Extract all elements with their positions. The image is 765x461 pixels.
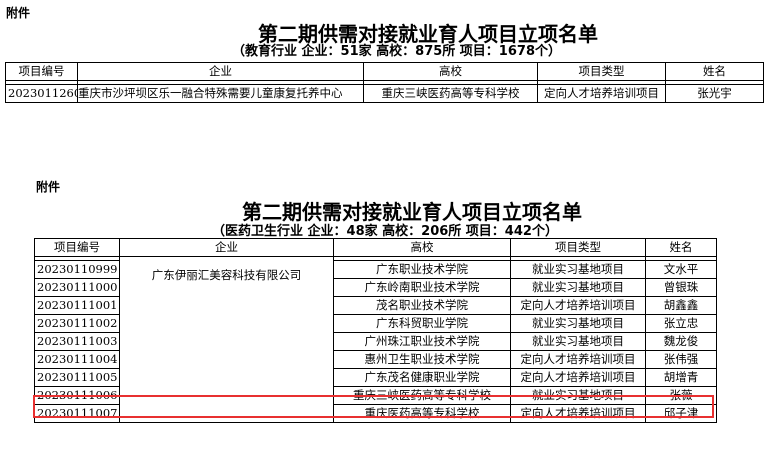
cell-name: 邱子津 xyxy=(645,404,717,423)
cell-type: 定向人才培养培训项目 xyxy=(510,350,646,369)
header-cell: 姓名 xyxy=(645,238,717,257)
table-row: 20230111000 广东岭南职业技术学院 就业实习基地项目 曾银珠 xyxy=(34,278,717,297)
table-row: 20230111006 重庆三峡医药高等专科学校 就业实习基地项目 张薇 xyxy=(34,386,717,405)
cell-id: 20230111003 xyxy=(34,332,120,351)
cell-type: 就业实习基地项目 xyxy=(510,332,646,351)
cell-type: 就业实习基地项目 xyxy=(510,314,646,333)
header-cell: 姓名 xyxy=(665,62,764,81)
cell-id: 20230112603 xyxy=(5,84,78,103)
header-cell: 高校 xyxy=(363,62,538,81)
cell-id: 20230111004 xyxy=(34,350,120,369)
cell-id: 20230111000 xyxy=(34,278,120,297)
cell-school: 茂名职业技术学院 xyxy=(333,296,511,315)
cell-id: 20230111005 xyxy=(34,368,120,387)
header-cell: 项目类型 xyxy=(510,238,646,257)
page-subtitle: （教育行业 企业：51家 高校：875所 项目：1678个） xyxy=(232,44,561,59)
cell-name: 张立忠 xyxy=(645,314,717,333)
cell-school: 广东岭南职业技术学院 xyxy=(333,278,511,297)
cell-school: 广东茂名健康职业学院 xyxy=(333,368,511,387)
table-row: 20230111004 惠州卫生职业技术学院 定向人才培养培训项目 张伟强 xyxy=(34,350,717,369)
highlight-box xyxy=(33,395,714,418)
table-header: 项目编号 企业 高校 项目类型 姓名 xyxy=(34,238,717,257)
attachment-label: 附件 xyxy=(36,180,61,194)
header-cell: 项目类型 xyxy=(537,62,666,81)
header-cell: 企业 xyxy=(77,62,364,81)
cell-id: 20230111002 xyxy=(34,314,120,333)
cell-school: 广州珠江职业技术学院 xyxy=(333,332,511,351)
header-cell: 高校 xyxy=(333,238,511,257)
header-cell: 项目编号 xyxy=(34,238,120,257)
table-row: 20230111005 广东茂名健康职业学院 定向人才培养培训项目 胡增青 xyxy=(34,368,717,387)
cell-name: 胡鑫鑫 xyxy=(645,296,717,315)
cell-company: 重庆市沙坪坝区乐一融合特殊需要儿童康复托养中心 xyxy=(77,84,364,103)
page-title: 第二期供需对接就业育人项目立项名单 xyxy=(258,22,598,46)
table-row: 20230111001 茂名职业技术学院 定向人才培养培训项目 胡鑫鑫 xyxy=(34,296,717,315)
cell-id: 20230110999 xyxy=(34,260,120,279)
cell-name: 曾银珠 xyxy=(645,278,717,297)
attachment-label: 附件 xyxy=(6,6,31,20)
cell-name: 魏龙俊 xyxy=(645,332,717,351)
cell-name: 张光宇 xyxy=(665,84,764,103)
cell-school: 惠州卫生职业技术学院 xyxy=(333,350,511,369)
project-table-1: 项目编号 企业 高校 项目类型 姓名 20230112603 重庆市沙坪坝区乐一… xyxy=(5,62,764,103)
table-row: 20230110999 广东伊丽汇美容科技有限公司 广东职业技术学院 就业实习基地项目… xyxy=(34,260,717,423)
cell-type: 就业实习基地项目 xyxy=(510,260,646,279)
table-row: 20230111007 重庆医药高等专科学校 定向人才培养培训项目 邱子津 xyxy=(34,404,717,423)
header-cell: 项目编号 xyxy=(5,62,78,81)
cell-name: 文水平 xyxy=(645,260,717,279)
cell-type: 定向人才培养培训项目 xyxy=(537,84,666,103)
header-cell: 企业 xyxy=(119,238,334,257)
cell-type: 定向人才培养培训项目 xyxy=(510,368,646,387)
page-title: 第二期供需对接就业育人项目立项名单 xyxy=(242,200,582,224)
cell-name: 胡增青 xyxy=(645,368,717,387)
page-subtitle: （医药卫生行业 企业：48家 高校：206所 项目：442个） xyxy=(212,224,558,239)
table-row: 20230112603 重庆市沙坪坝区乐一融合特殊需要儿童康复托养中心 重庆三峡… xyxy=(5,84,764,103)
cell-school: 广东职业技术学院 xyxy=(333,260,511,279)
cell-school: 重庆三峡医药高等专科学校 xyxy=(363,84,538,103)
cell-id: 20230111001 xyxy=(34,296,120,315)
cell-type: 就业实习基地项目 xyxy=(510,278,646,297)
table-header: 项目编号 企业 高校 项目类型 姓名 xyxy=(5,62,764,81)
cell-name: 张伟强 xyxy=(645,350,717,369)
cell-type: 定向人才培养培训项目 xyxy=(510,296,646,315)
cell-school: 广东科贸职业学院 xyxy=(333,314,511,333)
